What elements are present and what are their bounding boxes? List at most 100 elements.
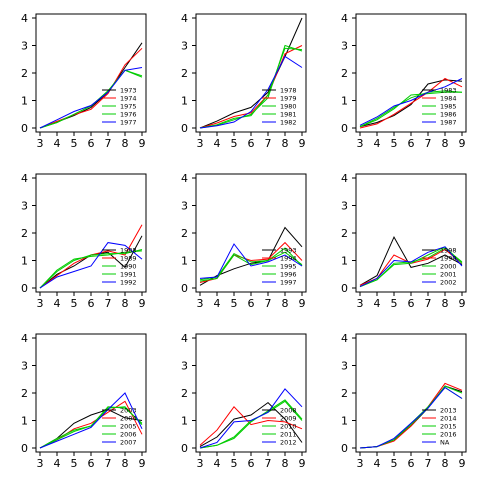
x-tick-label: 7 bbox=[105, 297, 112, 310]
x-tick-label: 8 bbox=[282, 457, 289, 470]
x-tick-label: 3 bbox=[357, 457, 364, 470]
legend-label: 2004 bbox=[120, 414, 137, 422]
x-tick-label: 9 bbox=[299, 137, 306, 150]
x-tick-label: 5 bbox=[71, 137, 78, 150]
x-tick-label: 5 bbox=[231, 457, 238, 470]
y-tick-label: 0 bbox=[21, 442, 28, 455]
legend-label: 2009 bbox=[280, 414, 297, 422]
y-tick-label: 0 bbox=[341, 442, 348, 455]
y-tick-label: 4 bbox=[21, 172, 28, 185]
series-line-1993 bbox=[199, 226, 303, 286]
legend-label: 1984 bbox=[440, 94, 457, 102]
x-tick-label: 8 bbox=[282, 297, 289, 310]
x-tick-label: 3 bbox=[197, 297, 204, 310]
y-tick-label: 3 bbox=[21, 200, 28, 213]
x-tick-label: 7 bbox=[425, 297, 432, 310]
x-tick-label: 4 bbox=[54, 457, 61, 470]
series-line-NA bbox=[359, 386, 463, 449]
x-tick-label: 7 bbox=[265, 297, 272, 310]
y-tick-label: 3 bbox=[341, 360, 348, 373]
x-tick-label: 3 bbox=[357, 297, 364, 310]
y-tick-label: 1 bbox=[341, 95, 348, 108]
legend-label: 1975 bbox=[120, 102, 137, 110]
y-tick-label: 1 bbox=[341, 255, 348, 268]
x-tick-label: 4 bbox=[374, 137, 381, 150]
y-tick-label: 1 bbox=[21, 95, 28, 108]
y-tick-label: 1 bbox=[341, 415, 348, 428]
y-tick-label: 0 bbox=[181, 442, 188, 455]
y-tick-label: 0 bbox=[181, 122, 188, 135]
x-tick-label: 8 bbox=[122, 457, 129, 470]
legend-label: 1992 bbox=[120, 278, 137, 286]
x-tick-label: 3 bbox=[37, 137, 44, 150]
legend-label: 1996 bbox=[280, 270, 297, 278]
x-tick-label: 3 bbox=[357, 137, 364, 150]
y-tick-label: 2 bbox=[21, 387, 28, 400]
x-tick-label: 9 bbox=[459, 297, 466, 310]
y-tick-label: 3 bbox=[21, 360, 28, 373]
x-tick-label: 9 bbox=[299, 297, 306, 310]
legend-label: 2000 bbox=[440, 262, 457, 270]
x-tick-label: 4 bbox=[54, 137, 61, 150]
series-line-1985 bbox=[359, 91, 462, 128]
x-tick-label: 4 bbox=[214, 137, 221, 150]
legend-label: 2008 bbox=[280, 406, 297, 414]
x-tick-label: 3 bbox=[197, 137, 204, 150]
legend-label: 1987 bbox=[440, 118, 457, 126]
series-line-1995 bbox=[199, 251, 303, 282]
y-tick-label: 0 bbox=[21, 282, 28, 295]
y-tick-label: 3 bbox=[341, 40, 348, 53]
legend-label: 1995 bbox=[280, 262, 297, 270]
series-line-1998 bbox=[359, 235, 463, 286]
legend-label: 1986 bbox=[440, 110, 457, 118]
x-tick-label: 6 bbox=[408, 297, 415, 310]
x-tick-label: 6 bbox=[248, 457, 255, 470]
series-line-1984 bbox=[359, 77, 463, 129]
y-tick-label: 3 bbox=[21, 40, 28, 53]
x-tick-label: 8 bbox=[122, 137, 129, 150]
series-line-1986 bbox=[359, 90, 463, 128]
x-tick-label: 6 bbox=[408, 137, 415, 150]
x-tick-label: 4 bbox=[374, 457, 381, 470]
series-line-1997 bbox=[199, 243, 303, 279]
x-tick-label: 8 bbox=[282, 137, 289, 150]
x-tick-label: 6 bbox=[88, 297, 95, 310]
x-tick-label: 5 bbox=[391, 137, 398, 150]
x-tick-label: 5 bbox=[231, 297, 238, 310]
x-tick-label: 7 bbox=[425, 137, 432, 150]
legend-label: 2007 bbox=[120, 438, 137, 446]
series-line-1987 bbox=[359, 78, 463, 126]
x-tick-label: 6 bbox=[248, 297, 255, 310]
x-tick-label: 5 bbox=[391, 297, 398, 310]
series-line-2012 bbox=[199, 388, 303, 449]
legend-label: 2005 bbox=[120, 422, 137, 430]
x-tick-label: 5 bbox=[71, 297, 78, 310]
y-tick-label: 4 bbox=[181, 172, 188, 185]
series-line-2011 bbox=[199, 399, 303, 449]
y-tick-label: 2 bbox=[341, 227, 348, 240]
x-tick-label: 8 bbox=[442, 457, 449, 470]
y-tick-label: 2 bbox=[21, 67, 28, 80]
y-tick-label: 0 bbox=[341, 122, 348, 135]
series-line-2009 bbox=[199, 406, 303, 446]
y-tick-label: 4 bbox=[341, 332, 348, 345]
x-tick-label: 7 bbox=[105, 137, 112, 150]
legend-label: NA bbox=[440, 438, 450, 446]
legend-label: 1976 bbox=[120, 110, 137, 118]
y-tick-label: 2 bbox=[181, 387, 188, 400]
series-line-1981 bbox=[199, 47, 303, 129]
legend-label: 1982 bbox=[280, 118, 297, 126]
series-line-1977 bbox=[39, 67, 143, 129]
legend-label: 2016 bbox=[440, 430, 457, 438]
y-tick-label: 4 bbox=[341, 172, 348, 185]
legend-label: 2002 bbox=[440, 278, 457, 286]
legend-label: 1991 bbox=[120, 270, 137, 278]
y-tick-label: 4 bbox=[21, 332, 28, 345]
legend-label: 1998 bbox=[440, 246, 457, 254]
y-tick-label: 1 bbox=[21, 255, 28, 268]
